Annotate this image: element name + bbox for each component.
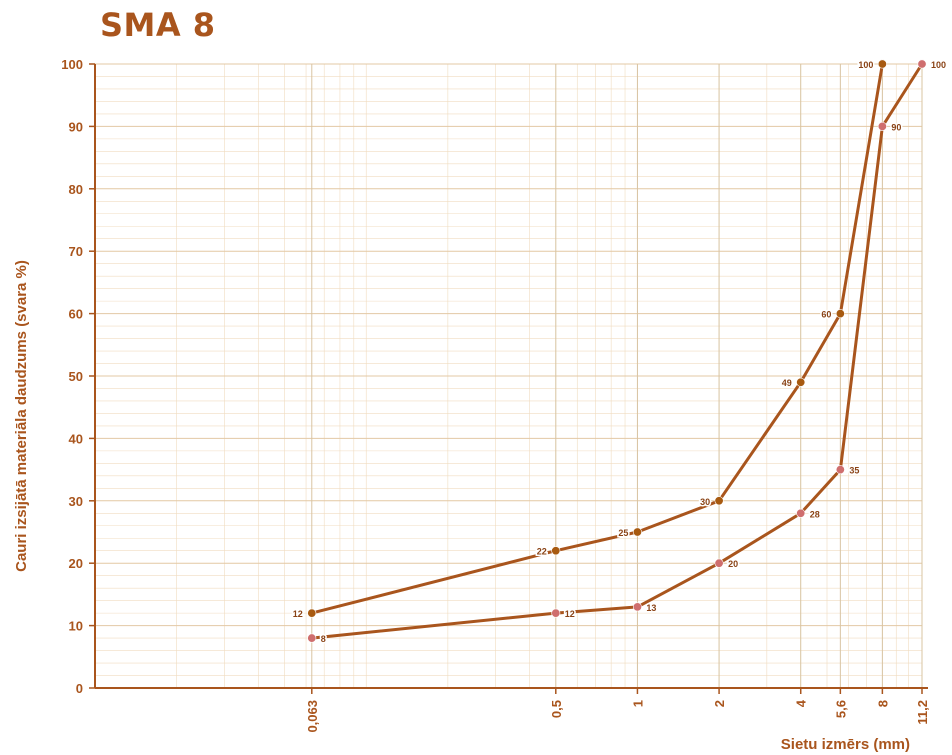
series-2-point — [835, 465, 845, 475]
y-tick-label: 60 — [69, 307, 83, 322]
x-tick-label: 1 — [630, 700, 645, 707]
series-1-point — [796, 377, 806, 387]
series-2-data-label: 100 — [931, 60, 946, 70]
y-tick-label: 40 — [69, 431, 83, 446]
y-tick-label: 70 — [69, 244, 83, 259]
series-1-point — [632, 527, 642, 537]
series-line-2 — [311, 63, 924, 640]
y-tick-label: 20 — [69, 556, 83, 571]
y-tick-label: 80 — [69, 182, 83, 197]
series-2-data-label: 8 — [321, 634, 326, 644]
y-tick-label: 30 — [69, 494, 83, 509]
series-2-point — [796, 508, 806, 518]
series-2-data-label: 13 — [646, 603, 656, 613]
series-2-data-label: 35 — [849, 466, 859, 476]
series-1-point — [307, 608, 317, 618]
x-tick-label: 0,063 — [305, 700, 320, 733]
x-tick-label: 11,2 — [915, 700, 930, 725]
series-2-data-label: 28 — [810, 509, 820, 519]
series-2-point — [917, 59, 927, 69]
series-1-data-label: 100 — [858, 60, 873, 70]
series-2-point — [632, 602, 642, 612]
series-2-point — [307, 633, 317, 643]
series-1-point — [877, 59, 887, 69]
series-2-data-label: 90 — [891, 122, 901, 132]
x-axis-title: Sietu izmērs (mm) — [781, 736, 910, 753]
x-tick-label: 2 — [712, 700, 727, 707]
series-1-point — [714, 496, 724, 506]
series-2-point — [714, 558, 724, 568]
y-tick-label: 10 — [69, 619, 83, 634]
series-1-point — [551, 546, 561, 556]
series-1-data-label: 30 — [700, 497, 710, 507]
series-1-data-label: 12 — [293, 609, 303, 619]
series-1-data-label: 49 — [782, 378, 792, 388]
series-1-data-label: 25 — [618, 528, 628, 538]
series-2-data-label: 12 — [565, 609, 575, 619]
y-axis-title: Cauri izsijātā materiāla daudzums (svara… — [13, 260, 30, 572]
series-2-data-label: 20 — [728, 559, 738, 569]
x-tick-label: 0,5 — [549, 700, 564, 718]
x-tick-label: 5,6 — [833, 700, 848, 718]
y-tick-label: 100 — [61, 57, 83, 72]
y-tick-label: 0 — [76, 681, 83, 696]
y-tick-label: 90 — [69, 119, 83, 134]
series-1-data-label: 22 — [537, 547, 547, 557]
series-1-point — [835, 309, 845, 319]
series-2-point — [877, 121, 887, 131]
x-tick-label: 4 — [794, 699, 809, 707]
x-tick-label: 8 — [875, 700, 890, 707]
series-1-data-label: 60 — [821, 310, 831, 320]
series-2-point — [551, 608, 561, 618]
y-tick-label: 50 — [69, 369, 83, 384]
chart-title: SMA 8 — [100, 6, 216, 44]
